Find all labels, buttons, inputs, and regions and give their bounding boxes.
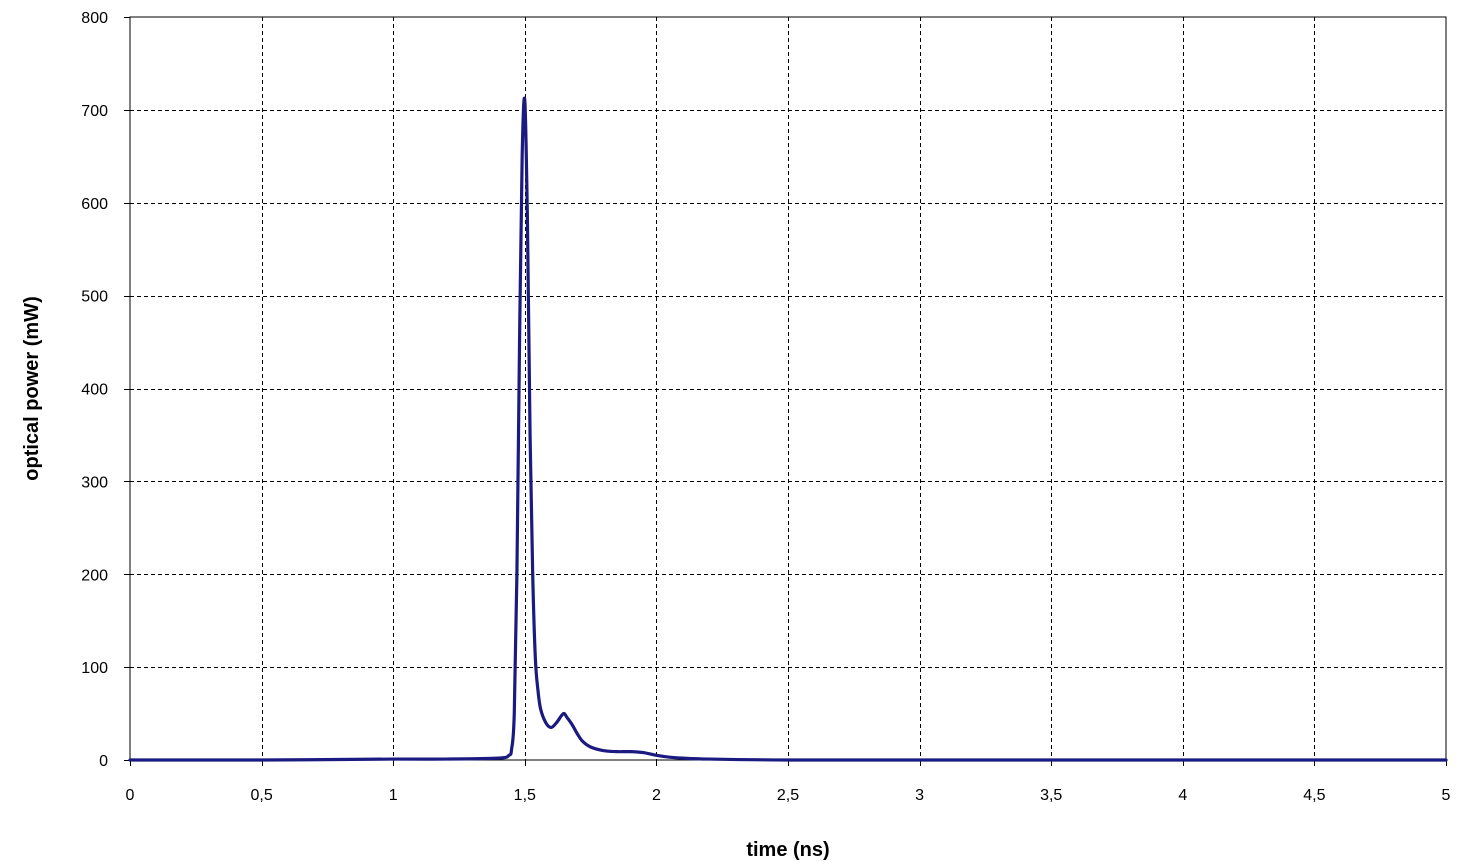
axis-ticks — [124, 17, 1447, 766]
x-tick-label: 3 — [915, 787, 924, 804]
x-tick-label: 3,5 — [1040, 787, 1062, 804]
x-tick-label: 5 — [1442, 787, 1451, 804]
y-tick-label: 400 — [81, 382, 108, 399]
y-axis-title: optical power (mW) — [21, 296, 43, 480]
x-tick-label: 0,5 — [250, 787, 272, 804]
y-tick-label: 300 — [81, 474, 108, 491]
series-layer — [128, 96, 1448, 762]
x-axis-title: time (ns) — [746, 839, 829, 861]
y-tick-label: 0 — [99, 753, 108, 770]
x-tick-label: 4,5 — [1303, 787, 1325, 804]
y-tick-label: 600 — [81, 196, 108, 213]
y-tick-label: 700 — [81, 103, 108, 120]
x-axis-tick-labels: 0 0,5 1 1,5 2 2,5 3 3,5 4 4,5 5 — [126, 787, 1451, 804]
y-tick-label: 800 — [81, 10, 108, 27]
y-tick-label: 500 — [81, 289, 108, 306]
x-tick-label: 1 — [389, 787, 398, 804]
y-tick-label: 200 — [81, 567, 108, 584]
x-tick-label: 1,5 — [514, 787, 536, 804]
x-tick-label: 2,5 — [777, 787, 799, 804]
y-tick-label: 100 — [81, 660, 108, 677]
x-tick-label: 4 — [1178, 787, 1187, 804]
y-axis-tick-labels: 0 100 200 300 400 500 600 700 800 — [81, 10, 108, 770]
grid — [130, 17, 1446, 760]
x-tick-label: 2 — [652, 787, 661, 804]
series-line — [128, 96, 1448, 762]
x-tick-label: 0 — [126, 787, 135, 804]
